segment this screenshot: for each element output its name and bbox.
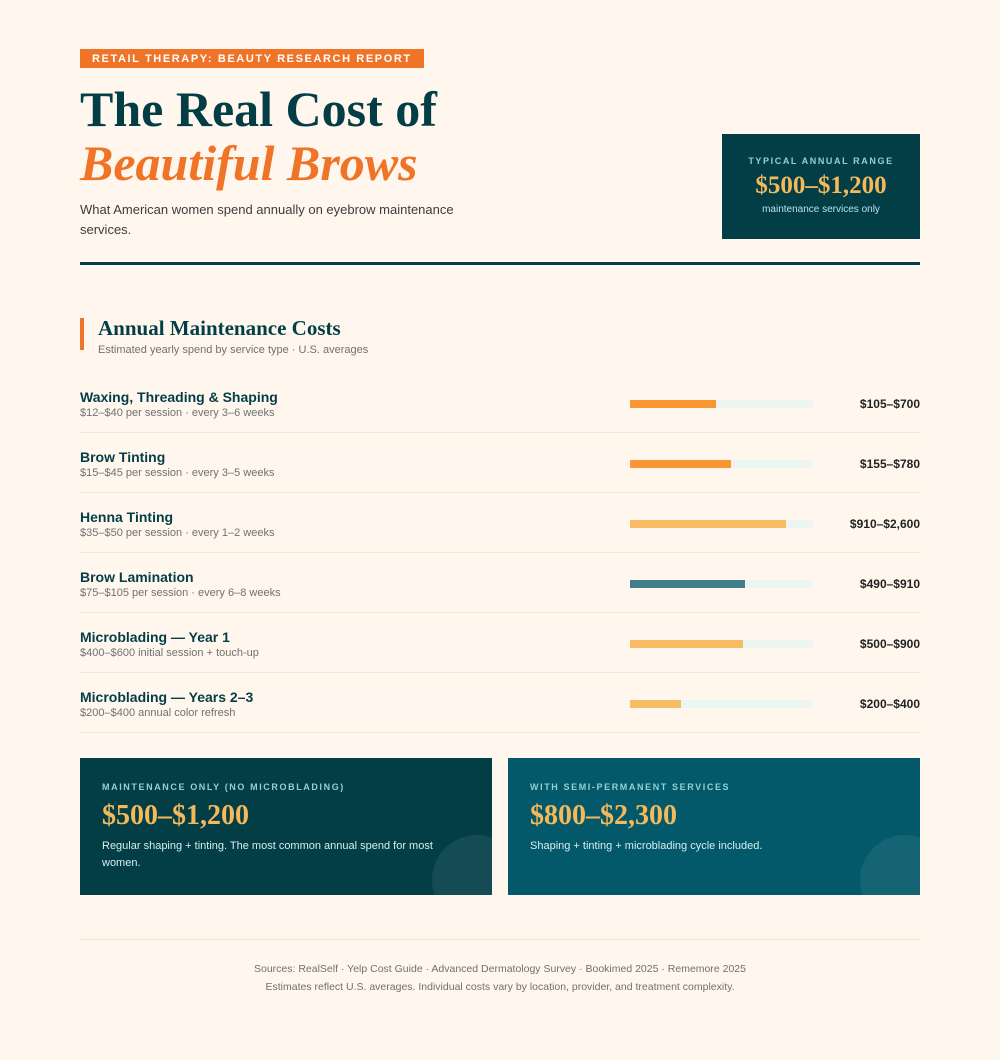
footer-sources: Sources: RealSelf · Yelp Cost Guide · Ad… (253, 963, 746, 975)
cost-bar-fill (630, 580, 746, 588)
typical-range-box: TYPICAL ANNUAL RANGE $500–$1,200 mainten… (722, 134, 920, 239)
list-item: Microblading — Years 2–3 $200–$400 annua… (80, 673, 920, 733)
list-item: Microblading — Year 1 $400–$600 initial … (80, 613, 920, 673)
service-price: $105–$700 (859, 397, 920, 411)
title-line-2: Beautiful Brows (80, 135, 418, 191)
list-item: Henna Tinting $35–$50 per session · ever… (80, 493, 920, 553)
cost-bar-track (630, 460, 813, 468)
service-price: $200–$400 (859, 697, 920, 711)
range-value: $500–$1,200 (755, 172, 887, 199)
card-value: $500–$1,200 (102, 800, 249, 831)
summary-card: MAINTENANCE ONLY (NO MICROBLADING) $500–… (80, 758, 492, 895)
list-item: Waxing, Threading & Shaping $12–$40 per … (80, 373, 920, 433)
footer-note: Estimates reflect U.S. averages. Individ… (265, 981, 735, 993)
cost-bar-track (630, 700, 813, 708)
service-price: $490–$910 (859, 577, 920, 591)
cost-bar-fill (630, 400, 716, 408)
section-title: Annual Maintenance Costs (98, 316, 341, 340)
service-detail: $400–$600 initial session + touch-up (80, 647, 259, 659)
service-detail: $35–$50 per session · every 1–2 weeks (80, 527, 275, 539)
cost-bar-fill (630, 700, 682, 708)
service-name: Microblading — Years 2–3 (80, 689, 254, 705)
card-value: $800–$2,300 (530, 800, 677, 831)
cost-bar-fill (630, 460, 731, 468)
service-detail: $200–$400 annual color refresh (80, 707, 236, 719)
footer: Sources: RealSelf · Yelp Cost Guide · Ad… (80, 939, 920, 996)
service-name: Microblading — Year 1 (80, 629, 230, 645)
service-price: $500–$900 (859, 637, 920, 651)
divider (80, 262, 920, 265)
service-name: Brow Lamination (80, 569, 194, 585)
title-line-1: The Real Cost of (80, 81, 437, 137)
cost-bar-fill (630, 640, 744, 648)
page-subtitle: What American women spend annually on ey… (80, 202, 454, 237)
cost-bar-track (630, 640, 813, 648)
cost-bar-track (630, 520, 813, 528)
service-list: Waxing, Threading & Shaping $12–$40 per … (80, 373, 920, 733)
summary-card: WITH SEMI-PERMANENT SERVICES $800–$2,300… (508, 758, 920, 895)
list-item: Brow Tinting $15–$45 per session · every… (80, 433, 920, 493)
cost-bar-track (630, 580, 813, 588)
cost-bar-track (630, 400, 813, 408)
service-name: Waxing, Threading & Shaping (80, 389, 278, 405)
range-label: TYPICAL ANNUAL RANGE (748, 156, 894, 166)
cost-bar-fill (630, 520, 786, 528)
page-title: The Real Cost of Beautiful Brows (80, 82, 920, 190)
card-label: WITH SEMI-PERMANENT SERVICES (530, 782, 731, 792)
service-price: $910–$2,600 (849, 517, 920, 531)
card-desc: Shaping + tinting + microblading cycle i… (530, 840, 763, 852)
report: RETAIL THERAPY: BEAUTY RESEARCH REPORT T… (80, 49, 920, 993)
service-detail: $12–$40 per session · every 3–6 weeks (80, 407, 275, 419)
service-name: Brow Tinting (80, 449, 166, 465)
section-subtitle: Estimated yearly spend by service type ·… (98, 344, 369, 356)
service-name: Henna Tinting (80, 509, 174, 525)
service-detail: $75–$105 per session · every 6–8 weeks (80, 587, 281, 599)
section-header: Annual Maintenance Costs Estimated yearl… (80, 316, 368, 356)
service-detail: $15–$45 per session · every 3–5 weeks (80, 467, 275, 479)
summary-cards: MAINTENANCE ONLY (NO MICROBLADING) $500–… (80, 758, 920, 895)
card-label: MAINTENANCE ONLY (NO MICROBLADING) (102, 782, 345, 792)
card-desc: Regular shaping + tinting. The most comm… (102, 840, 433, 869)
range-note: maintenance services only (762, 204, 880, 215)
report-tag: RETAIL THERAPY: BEAUTY RESEARCH REPORT (80, 49, 424, 68)
service-price: $155–$780 (859, 457, 920, 471)
list-item: Brow Lamination $75–$105 per session · e… (80, 553, 920, 613)
